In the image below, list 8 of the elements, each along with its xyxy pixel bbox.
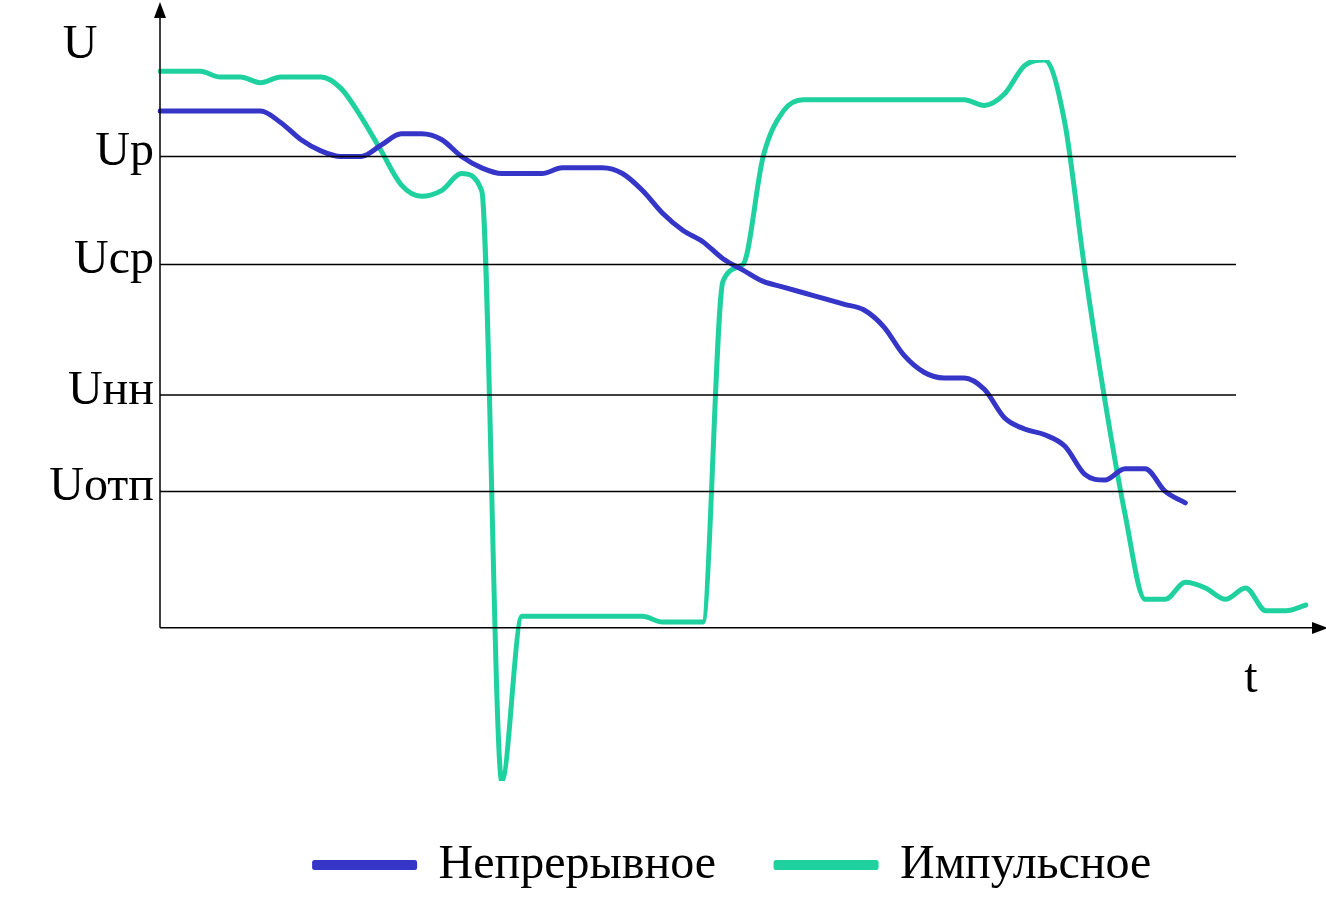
y-axis-title: U <box>62 14 98 68</box>
legend-label: Непрерывное <box>438 834 717 888</box>
x-axis-title: t <box>1244 649 1259 703</box>
ref-line-label: Uср <box>74 229 154 283</box>
ref-line-label: Uнн <box>67 360 154 414</box>
legend-label: Импульсное <box>900 834 1152 888</box>
ref-line-label: Uотп <box>49 457 154 511</box>
ref-line-label: Uр <box>95 122 154 176</box>
